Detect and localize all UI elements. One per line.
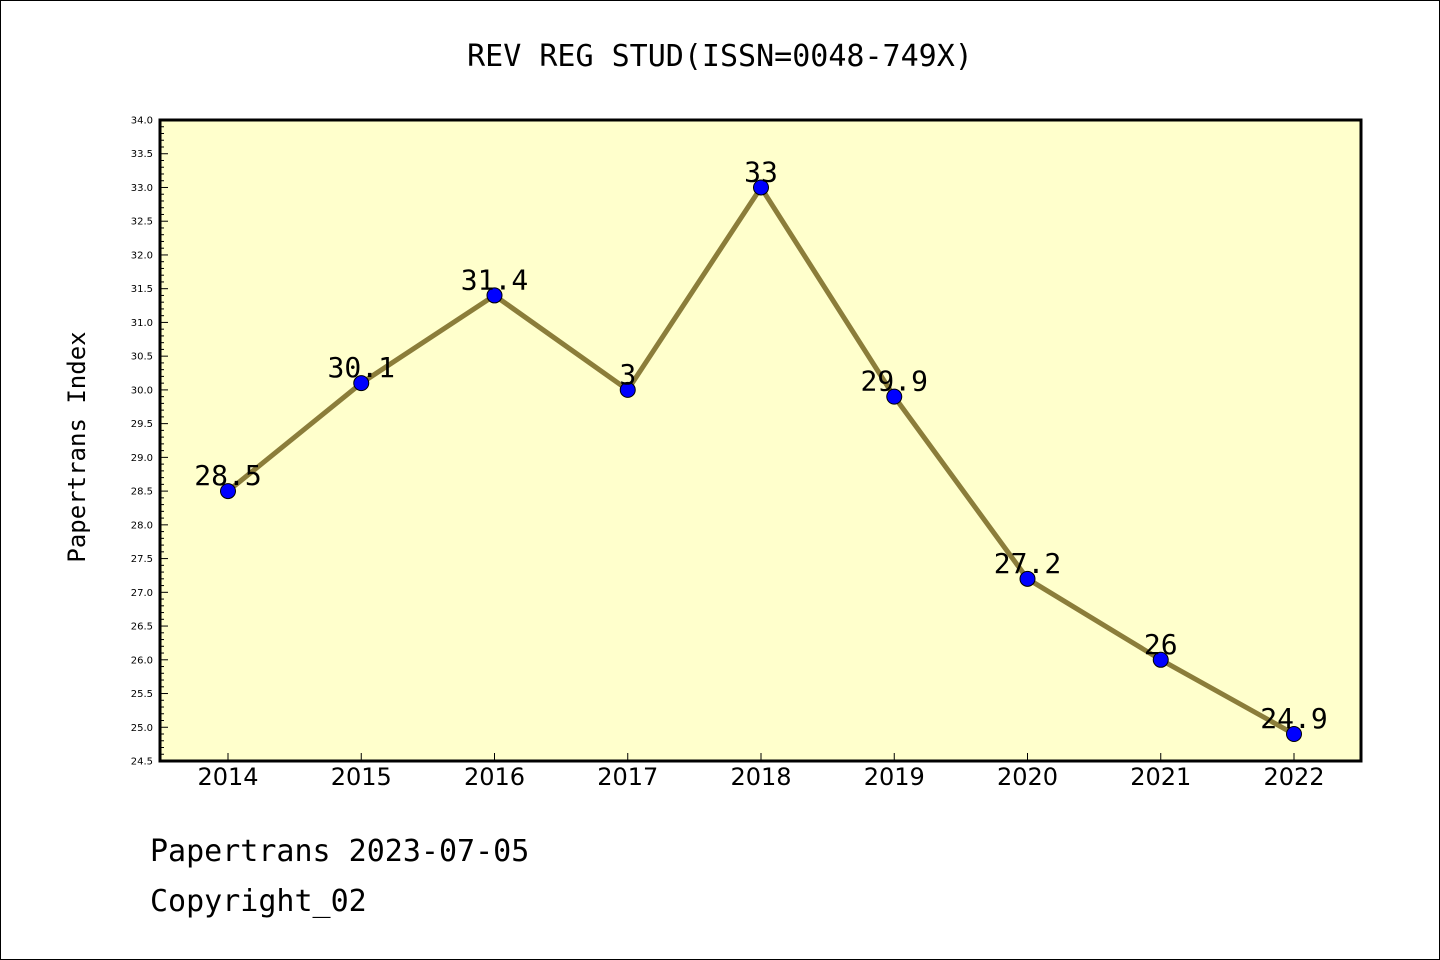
data-point xyxy=(486,287,503,304)
y-tick-label: 25.0 xyxy=(131,723,153,734)
y-tick-label: 28.5 xyxy=(131,487,153,498)
data-point xyxy=(353,375,370,392)
y-tick-label: 32.5 xyxy=(131,217,153,228)
data-label: 30.1 xyxy=(328,351,395,384)
data-point xyxy=(753,179,769,196)
data-label: 31.4 xyxy=(461,263,528,296)
y-tick-label: 26.5 xyxy=(131,622,153,633)
y-tick-label: 33.0 xyxy=(131,183,153,194)
y-tick-label: 28.0 xyxy=(131,520,153,531)
y-axis-label: Papertrans Index xyxy=(63,331,91,562)
y-tick-label: 31.0 xyxy=(131,318,153,329)
data-label: 3 xyxy=(619,358,636,391)
y-tick-label: 24.5 xyxy=(131,757,153,768)
chart-title: REV REG STUD(ISSN=0048-749X) xyxy=(467,39,973,74)
data-point xyxy=(1019,570,1036,587)
footer-date: Papertrans 2023-07-05 xyxy=(150,834,530,869)
x-tick-label: 2022 xyxy=(1263,763,1324,791)
x-tick-label: 2019 xyxy=(864,763,925,791)
data-label: 26 xyxy=(1144,628,1178,661)
x-tick-label: 2017 xyxy=(597,763,658,791)
data-point xyxy=(1152,651,1169,668)
y-tick-label: 30.0 xyxy=(131,385,153,396)
footer-copyright: Copyright_02 xyxy=(150,884,367,919)
y-tick-label: 25.5 xyxy=(131,689,153,700)
data-point xyxy=(1286,726,1302,743)
x-tick-label: 2016 xyxy=(464,763,525,791)
y-tick-label: 34.0 xyxy=(131,116,153,127)
y-tick-label: 27.5 xyxy=(131,554,153,565)
y-tick-label: 33.5 xyxy=(131,149,153,160)
y-tick-label: 30.5 xyxy=(131,352,153,363)
plot-area xyxy=(160,120,1361,761)
x-tick-label: 2021 xyxy=(1130,763,1191,791)
x-tick-label: 2015 xyxy=(331,763,392,791)
y-tick-label: 29.0 xyxy=(131,453,153,464)
data-label: 33 xyxy=(744,155,778,188)
data-label: 28.5 xyxy=(194,459,261,492)
y-tick-label: 27.0 xyxy=(131,588,153,599)
y-tick-label: 32.0 xyxy=(131,250,153,261)
data-point xyxy=(619,381,636,398)
data-label: 24.9 xyxy=(1260,702,1327,735)
data-point xyxy=(886,388,903,405)
data-point xyxy=(220,483,236,500)
x-tick-label: 2014 xyxy=(197,763,258,791)
data-label: 29.9 xyxy=(861,365,928,398)
y-tick-label: 26.0 xyxy=(131,655,153,666)
y-tick-label: 31.5 xyxy=(131,284,153,295)
data-label: 27.2 xyxy=(994,547,1061,580)
plot-border xyxy=(158,118,1363,763)
x-tick-label: 2018 xyxy=(730,763,791,791)
x-axis: 2014 2015 2016 2017 2018 2019 2020 2021 2022 xyxy=(197,753,1325,791)
y-tick-label: 29.5 xyxy=(131,419,153,430)
x-tick-label: 2020 xyxy=(997,763,1058,791)
